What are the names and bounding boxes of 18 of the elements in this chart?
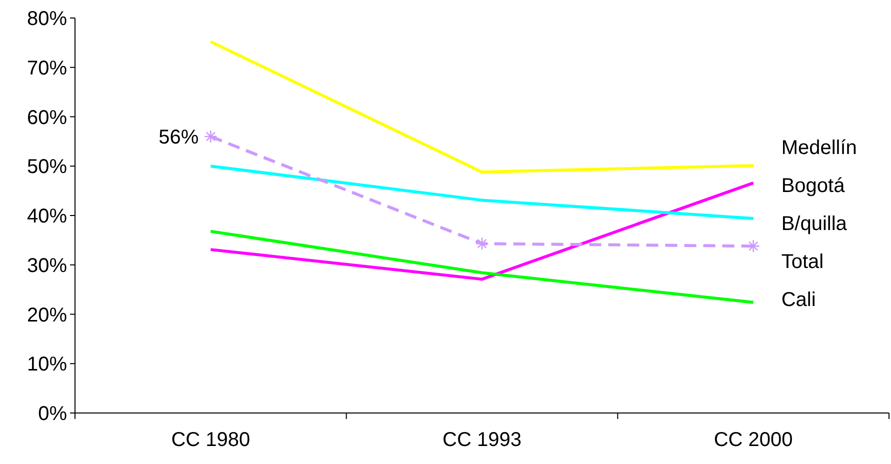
y-tick-label: 60% <box>26 106 68 129</box>
y-tick-label: 30% <box>26 254 68 277</box>
y-tick-label: 10% <box>26 354 68 376</box>
data-label: 56% <box>158 126 199 148</box>
x-tick-label: CC 2000 <box>714 429 793 451</box>
y-tick-label: 50% <box>26 156 68 178</box>
x-tick-label: CC 1980 <box>171 429 250 451</box>
y-tick-label: 40% <box>26 206 68 228</box>
series-label: Bogotá <box>781 175 846 198</box>
x-tick-label: CC 1993 <box>442 429 522 451</box>
y-tick-label: 20% <box>26 304 68 326</box>
series-label: Total <box>781 251 824 274</box>
series-label: Cali <box>781 289 816 312</box>
y-tick-label: 80% <box>26 8 68 30</box>
y-tick-label: 70% <box>26 57 68 80</box>
series-label: Medellín <box>781 137 857 160</box>
y-tick-label: 0% <box>38 403 68 425</box>
series-label: B/quilla <box>781 213 848 236</box>
